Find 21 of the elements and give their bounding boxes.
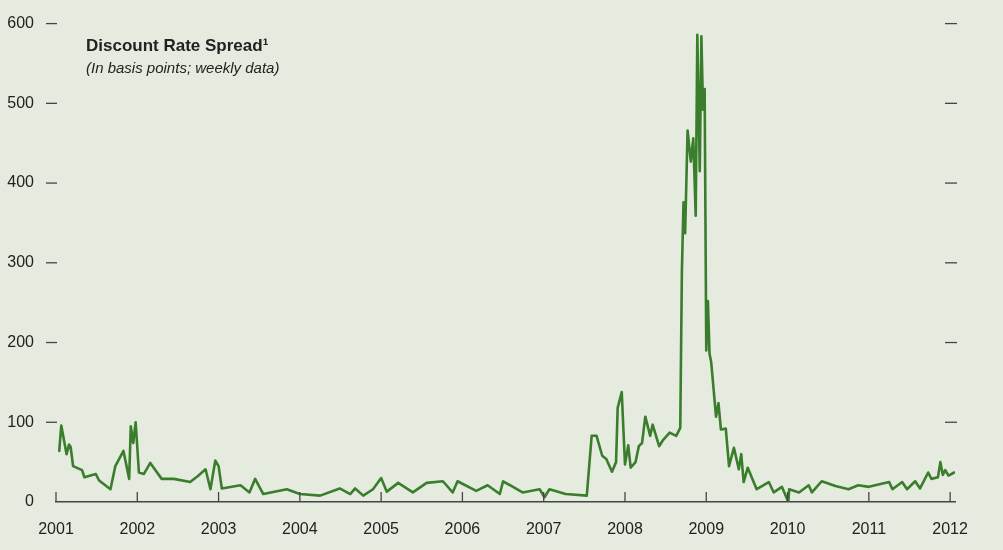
x-tick-label: 2006 [444, 520, 481, 538]
text: (In basis points; weekly data) [86, 59, 280, 76]
x-tick-label: 2001 [38, 520, 74, 538]
x-tick-label: 2012 [932, 520, 969, 538]
y-tick-label: 100 [7, 412, 35, 430]
y-tick-label: 500 [7, 93, 35, 111]
y-tick-label: 400 [7, 173, 35, 191]
x-tick-label: 2002 [119, 520, 156, 538]
text: Discount Rate Spread¹ [86, 36, 269, 55]
y-tick-label: 200 [7, 332, 35, 350]
x-tick-label: 2009 [688, 520, 725, 538]
y-tick-label: 0 [25, 492, 35, 510]
x-tick-label: 2004 [282, 520, 318, 538]
x-tick-label: 2003 [200, 520, 237, 538]
x-tick-label: 2011 [851, 520, 887, 538]
x-tick-label: 2005 [363, 520, 400, 538]
y-tick-label: 600 [7, 14, 35, 32]
y-tick-label: 300 [7, 253, 35, 271]
x-tick-label: 2010 [769, 520, 806, 538]
x-tick-label: 2007 [525, 520, 562, 538]
x-tick-label: 2008 [607, 520, 643, 538]
